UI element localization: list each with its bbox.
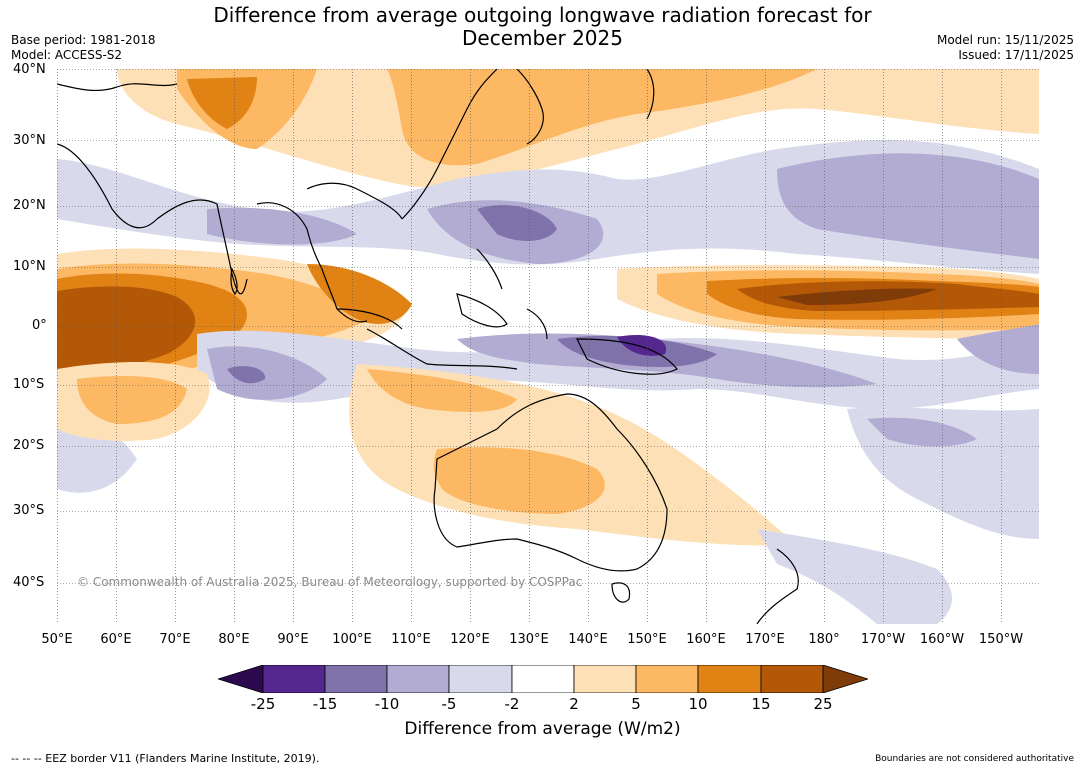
- eez-legend: -- -- -- EEZ border V11 (Flanders Marine…: [11, 752, 320, 765]
- colorbar-tick: 25: [813, 695, 833, 713]
- issued-date: Issued: 17/11/2025: [958, 48, 1074, 62]
- lat-label: 0°: [32, 318, 47, 333]
- colorbar-tick: -25: [250, 695, 276, 713]
- colorbar-tick: -2: [504, 695, 520, 713]
- colorbar-extend-high: [822, 665, 868, 693]
- colorbar-tick: -15: [312, 695, 338, 713]
- meta-right: Model run: 15/11/2025 Issued: 17/11/2025: [937, 33, 1074, 63]
- colorbar-tick: 15: [751, 695, 771, 713]
- lon-label: 130°E: [509, 632, 549, 647]
- colorbar-extend-low: [218, 665, 264, 693]
- colorbar-bin: [448, 665, 513, 693]
- lat-label: 20°S: [13, 438, 45, 453]
- base-period: Base period: 1981-2018: [11, 33, 156, 47]
- colorbar-bin: [635, 665, 699, 693]
- lat-label: 20°N: [13, 198, 46, 213]
- lon-label: 80°E: [218, 632, 250, 647]
- lon-label: 120°E: [450, 632, 490, 647]
- lat-label: 30°N: [13, 133, 46, 148]
- anomaly-map: [57, 69, 1039, 624]
- colorbar-bin: [511, 665, 575, 693]
- lon-label: 100°E: [332, 632, 372, 647]
- lon-label: 140°E: [568, 632, 608, 647]
- lon-label: 180°: [808, 632, 840, 647]
- lon-label: 60°E: [100, 632, 132, 647]
- colorbar-bin: [324, 665, 388, 693]
- colorbar-bin: [573, 665, 637, 693]
- title-line-1: Difference from average outgoing longwav…: [213, 3, 872, 27]
- coastlines: [57, 69, 799, 624]
- lon-label: 150°E: [627, 632, 667, 647]
- title-line-2: December 2025: [462, 26, 623, 50]
- lat-label: 10°N: [13, 259, 46, 274]
- lat-label: 40°N: [13, 62, 46, 77]
- lon-label: 110°E: [391, 632, 431, 647]
- colorbar-bin: [386, 665, 450, 693]
- model-run: Model run: 15/11/2025: [936, 33, 1074, 47]
- meta-left: Base period: 1981-2018 Model: ACCESS-S2: [11, 33, 156, 63]
- copyright-notice: © Commonwealth of Australia 2025, Bureau…: [77, 575, 583, 589]
- lon-label: 150°W: [978, 632, 1024, 647]
- colorbar: [218, 665, 868, 693]
- colorbar-tick: -10: [374, 695, 400, 713]
- lat-label: 40°S: [13, 575, 45, 590]
- lon-label: 170°E: [745, 632, 785, 647]
- colorbar-bin: [262, 665, 326, 693]
- colorbar-tick: -5: [441, 695, 457, 713]
- lon-label: 70°E: [159, 632, 191, 647]
- colorbar-bin: [760, 665, 824, 693]
- lon-label: 90°E: [277, 632, 309, 647]
- lon-label: 50°E: [41, 632, 73, 647]
- graticule: [57, 69, 1039, 624]
- lat-label: 10°S: [13, 377, 45, 392]
- lon-label: 170°W: [860, 632, 906, 647]
- lon-label: 160°W: [919, 632, 965, 647]
- lat-label: 30°S: [13, 503, 45, 518]
- model-name: Model: ACCESS-S2: [11, 48, 123, 62]
- lon-label: 160°E: [686, 632, 726, 647]
- colorbar-label: Difference from average (W/m2): [404, 719, 681, 739]
- colorbar-bin: [697, 665, 762, 693]
- map-title: Difference from average outgoing longwav…: [0, 4, 1085, 50]
- colorbar-tick: 2: [569, 695, 579, 713]
- boundary-disclaimer: Boundaries are not considered authoritat…: [875, 754, 1074, 764]
- colorbar-tick: 10: [688, 695, 708, 713]
- map-panel: [57, 69, 1039, 624]
- colorbar-tick: 5: [631, 695, 641, 713]
